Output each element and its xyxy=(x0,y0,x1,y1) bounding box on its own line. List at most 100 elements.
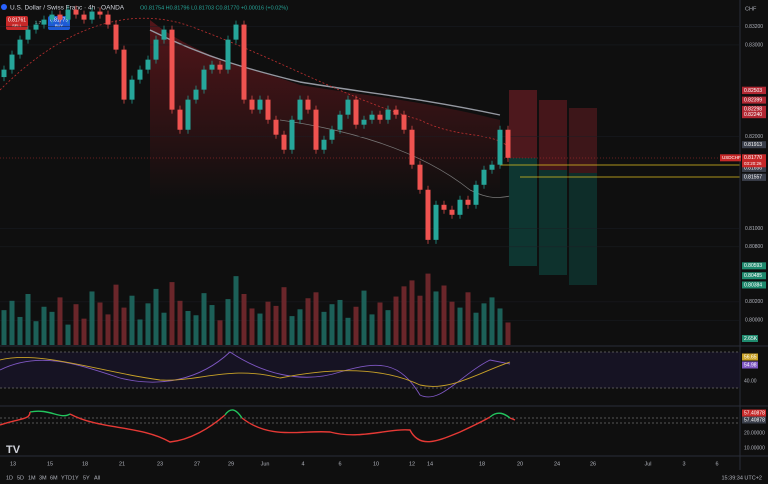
volume-bar xyxy=(313,292,319,345)
volume-bar xyxy=(9,300,15,345)
volume-bar xyxy=(505,322,511,345)
price-tag-label: 0.81913 xyxy=(744,142,762,148)
x-tick-label: 23 xyxy=(157,461,163,467)
x-tick-label: 20 xyxy=(517,461,523,467)
clock: 15:39:34 UTC+2 xyxy=(721,475,762,481)
rsi-line xyxy=(0,351,511,398)
volume-label: 2.65K xyxy=(744,336,758,342)
ohlc: O0.81754 H0.81796 L0.81703 C0.81770 +0.0… xyxy=(140,5,288,11)
spread: 1.7 xyxy=(35,20,42,25)
volume-bar xyxy=(329,304,335,345)
volume-bar xyxy=(41,306,47,345)
volume-bar xyxy=(249,308,255,345)
currency[interactable]: CHF xyxy=(745,6,757,12)
volume-bar xyxy=(265,301,271,345)
candle-body xyxy=(361,119,367,125)
risk-box xyxy=(509,90,537,158)
osc-line-down xyxy=(0,411,516,443)
candle-body xyxy=(169,29,175,110)
x-tick-label: 18 xyxy=(82,461,88,467)
y-tick-label: 0.80000 xyxy=(745,318,763,324)
range-button[interactable]: 5Y xyxy=(83,475,90,481)
volume-bar xyxy=(345,317,351,345)
volume-bar xyxy=(217,320,223,345)
price-tag xyxy=(742,141,766,149)
candle-body xyxy=(249,99,255,110)
range-button[interactable]: YTD xyxy=(61,475,72,481)
candle-body xyxy=(137,69,143,80)
candle-body xyxy=(153,39,159,60)
candle-body xyxy=(257,99,263,110)
candle-body xyxy=(401,114,407,130)
reward-box xyxy=(509,158,537,266)
candle-body xyxy=(393,109,399,115)
osc-label: 57.40878 xyxy=(744,417,765,423)
price-tag-label: 0.80593 xyxy=(744,263,762,269)
range-button[interactable]: 5D xyxy=(17,475,24,481)
range-button[interactable]: All xyxy=(94,475,100,481)
volume-bar xyxy=(393,296,399,345)
volume-bar xyxy=(209,305,215,345)
toolbar xyxy=(0,470,768,484)
candle-body xyxy=(1,69,7,78)
candle-body xyxy=(345,99,351,115)
x-tick-label: 10 xyxy=(373,461,379,467)
moving-average xyxy=(149,29,501,116)
candle-body xyxy=(313,109,319,150)
volume-bar xyxy=(425,273,431,345)
range-button[interactable]: 1D xyxy=(6,475,13,481)
rsi-band xyxy=(0,352,740,388)
range-button[interactable]: 6M xyxy=(50,475,58,481)
volume-bar xyxy=(177,300,183,345)
volume-bar xyxy=(121,307,127,345)
range-button[interactable]: 1M xyxy=(28,475,36,481)
volume-bar xyxy=(161,312,167,345)
buy-price: 0.81779 xyxy=(50,17,68,23)
current-symbol-tag xyxy=(720,154,741,162)
y-tick-label: 0.83200 xyxy=(745,24,763,30)
range-button[interactable]: 3M xyxy=(39,475,47,481)
osc-label: 57.40878 xyxy=(744,410,765,416)
candle-body xyxy=(177,109,183,130)
price-tag xyxy=(742,96,766,104)
price-tag xyxy=(742,87,766,95)
volume-bar xyxy=(89,291,95,345)
osc-label: 10.00000 xyxy=(744,445,765,451)
x-tick-label: 27 xyxy=(194,461,200,467)
candle-body xyxy=(281,134,287,150)
candle-body xyxy=(233,24,239,40)
y-tick-label: 0.82000 xyxy=(745,134,763,140)
x-tick-label: 6 xyxy=(715,461,718,467)
volume-bar xyxy=(129,295,135,345)
candle-body xyxy=(385,109,391,120)
candle-body xyxy=(441,204,447,210)
candle-body xyxy=(41,19,47,25)
osc-tag xyxy=(742,409,766,417)
current-symbol: USDCHF xyxy=(722,155,741,160)
volume-bar xyxy=(17,316,23,345)
x-tick-label: 15 xyxy=(47,461,53,467)
x-tick-label: 18 xyxy=(479,461,485,467)
osc-line-up xyxy=(29,409,511,419)
volume-bar xyxy=(321,311,327,345)
price-tag xyxy=(742,272,766,280)
range-button[interactable]: 1Y xyxy=(72,475,79,481)
rsi-label: 54.98 xyxy=(744,362,757,368)
candle-body xyxy=(273,119,279,135)
candle-body xyxy=(57,14,63,20)
x-tick-label: 13 xyxy=(10,461,16,467)
x-tick-label: 21 xyxy=(119,461,125,467)
volume-bar xyxy=(97,302,103,345)
candle-body xyxy=(417,164,423,190)
candle-body xyxy=(465,199,471,205)
price-tag-label: 0.82240 xyxy=(744,112,762,118)
volume-bar xyxy=(281,287,287,345)
candle-body xyxy=(473,184,479,205)
volume-bar xyxy=(377,302,383,345)
candle-body xyxy=(97,11,103,15)
x-tick-label: 24 xyxy=(554,461,560,467)
price-tag xyxy=(742,173,766,181)
